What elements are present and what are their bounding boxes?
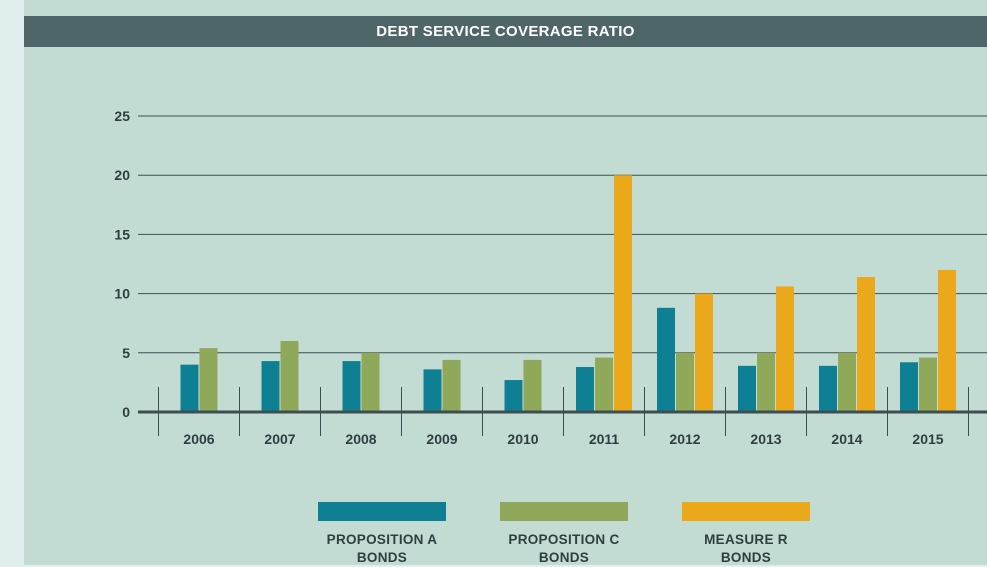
x-tick-label: 2012 [669,431,700,447]
x-tick-label: 2008 [345,431,376,447]
x-tick-label: 2007 [264,431,295,447]
x-tick-label: 2009 [426,431,457,447]
chart-panel [24,0,987,565]
bar [838,352,856,412]
legend-label-measure-r: MEASURE R BONDS [704,532,788,565]
chart-title: DEBT SERVICE COVERAGE RATIO [24,16,987,47]
bar [695,293,713,412]
bar [523,359,542,412]
bar [676,352,694,412]
legend-item-measure-r: MEASURE R BONDS [681,502,811,567]
bar [361,352,380,412]
y-tick-label: 15 [114,226,130,242]
legend-label-proposition-c: PROPOSITION C BONDS [508,532,620,565]
bar [595,357,613,412]
bar [199,348,218,412]
y-tick-label: 5 [122,345,130,361]
bar [576,367,594,412]
bar [919,357,937,412]
x-tick-label: 2015 [912,431,943,447]
legend-swatch-proposition-c [500,502,628,521]
bar [757,352,775,412]
legend-label-proposition-a: PROPOSITION A BONDS [326,532,438,565]
legend-swatch-proposition-a [318,502,446,521]
legend-swatch-measure-r [682,502,810,521]
legend-item-proposition-c: PROPOSITION C BONDS [499,502,629,567]
y-tick-label: 0 [122,404,130,420]
legend-item-proposition-a: PROPOSITION A BONDS [317,502,447,567]
bar [657,307,675,412]
bar [180,364,199,412]
bar [442,359,461,412]
bar [504,380,523,412]
y-tick-label: 20 [114,167,130,183]
x-tick-label: 2010 [507,431,538,447]
x-tick-label: 2011 [589,431,620,447]
x-tick-label: 2013 [750,431,781,447]
bar [857,277,875,412]
bar [261,361,280,412]
bar [342,361,361,412]
bar [776,286,794,412]
bar [614,175,632,412]
y-tick-label: 25 [114,108,130,124]
bar [280,340,299,412]
y-tick-label: 10 [114,286,130,302]
x-tick-label: 2014 [831,431,862,447]
x-tick-label: 2006 [183,431,214,447]
bar [423,369,442,412]
bar [938,269,956,412]
bar [819,365,837,412]
bar [738,365,756,412]
bar [900,362,918,412]
